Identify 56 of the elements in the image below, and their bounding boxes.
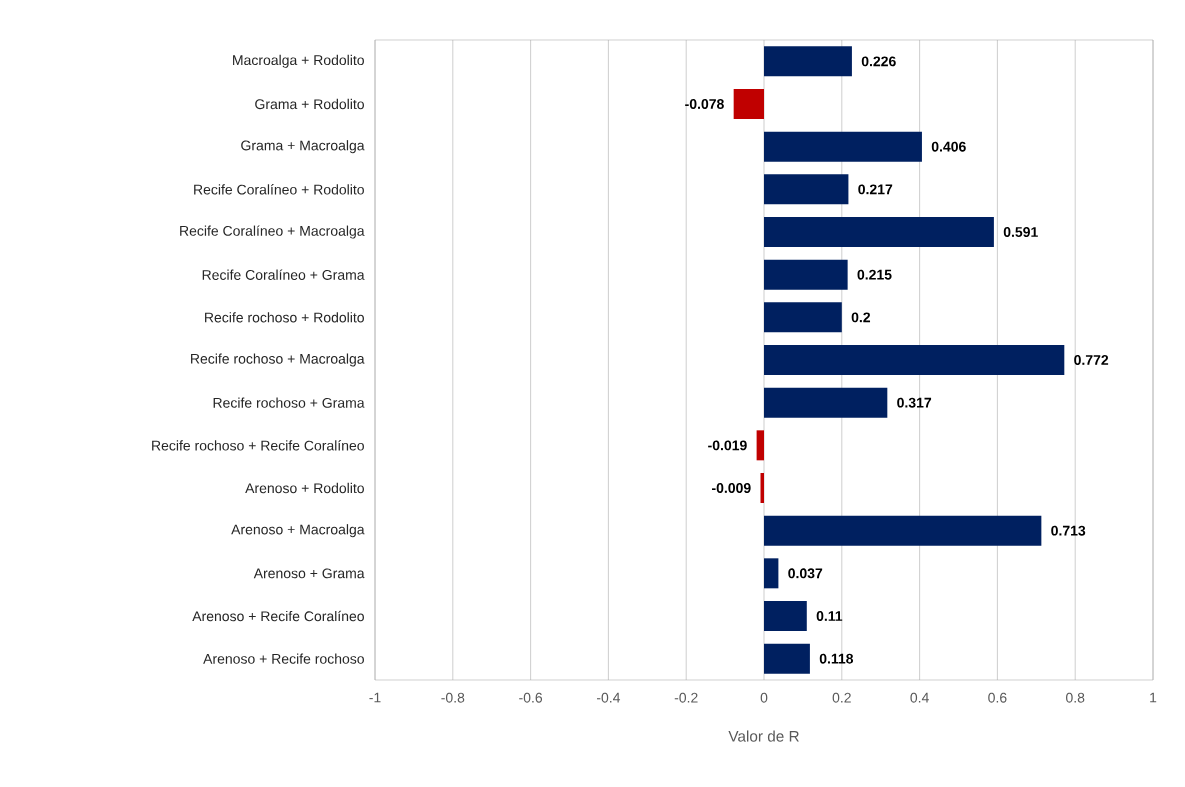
x-tick-label: -0.4 xyxy=(596,692,621,703)
bar xyxy=(764,46,852,77)
x-tick-label: 0.8 xyxy=(1066,692,1085,703)
x-axis-title: Valor de R xyxy=(728,730,799,742)
y-tick-label: Recife rochoso + Grama xyxy=(213,397,365,408)
bar xyxy=(764,558,779,589)
y-tick-label: Recife Coralíneo + Rodolito xyxy=(194,184,364,195)
bar xyxy=(764,344,1065,375)
data-label: 0.217 xyxy=(858,184,893,195)
x-tick-label: -0.6 xyxy=(519,692,543,703)
bar xyxy=(764,387,888,418)
y-tick-label: Arenoso + Macroalga xyxy=(231,524,365,538)
x-tick-label: 0.2 xyxy=(832,692,851,703)
x-tick-label: 0.4 xyxy=(910,692,929,703)
y-tick-label: Recife rochoso + Macroalga xyxy=(191,353,365,367)
y-tick-label: Arenoso + Rodolito xyxy=(245,482,364,494)
x-tick-label: 1 xyxy=(1150,692,1157,703)
data-label: 0.406 xyxy=(931,141,966,152)
bar xyxy=(756,430,764,461)
bar xyxy=(764,174,849,205)
bar xyxy=(764,302,842,333)
data-label: 0.226 xyxy=(861,56,896,67)
y-tick-label: Macroalga + Rodolito xyxy=(233,54,364,68)
x-tick-label: 0.6 xyxy=(988,692,1007,703)
data-label: 0.772 xyxy=(1074,355,1109,365)
data-label: 0.037 xyxy=(788,568,823,579)
x-tick-label: -0.8 xyxy=(441,692,465,703)
data-label: -0.019 xyxy=(708,440,747,451)
bar xyxy=(764,131,922,162)
y-tick-label: Arenoso + Grama xyxy=(253,568,365,579)
y-tick-label: Recife Coralíneo + Grama xyxy=(202,269,365,280)
data-label: 0.591 xyxy=(1003,227,1038,237)
y-tick-label: Arenoso + Recife rochoso xyxy=(203,653,364,664)
bar xyxy=(764,259,848,290)
data-label: 0.215 xyxy=(857,269,892,280)
y-tick-label: Recife Coralíneo + Macroalga xyxy=(180,225,365,239)
x-tick-label: -0.2 xyxy=(674,692,698,703)
y-tick-label: Grama + Macroalga xyxy=(241,140,365,154)
bar xyxy=(764,515,1042,546)
x-tick-label: 0 xyxy=(760,692,768,703)
data-label: -0.009 xyxy=(712,483,751,493)
bar xyxy=(764,216,994,247)
y-tick-label: Recife rochoso + Recife Coralíneo xyxy=(152,440,364,451)
y-tick-label: Grama + Rodolito xyxy=(255,98,364,110)
data-label: 0.2 xyxy=(851,312,871,323)
bar xyxy=(764,600,807,631)
y-tick-label: Recife rochoso + Rodolito xyxy=(205,312,364,323)
data-label: 0.317 xyxy=(897,397,932,408)
data-label: -0.078 xyxy=(685,99,724,109)
y-tick-label: Arenoso + Recife Coralíneo xyxy=(192,610,364,622)
bar xyxy=(764,643,810,674)
bar xyxy=(733,88,764,119)
data-label: 0.713 xyxy=(1051,525,1086,536)
data-label: 0.118 xyxy=(819,653,854,664)
x-tick-label: -1 xyxy=(369,692,381,703)
data-label: 0.11 xyxy=(816,611,843,621)
